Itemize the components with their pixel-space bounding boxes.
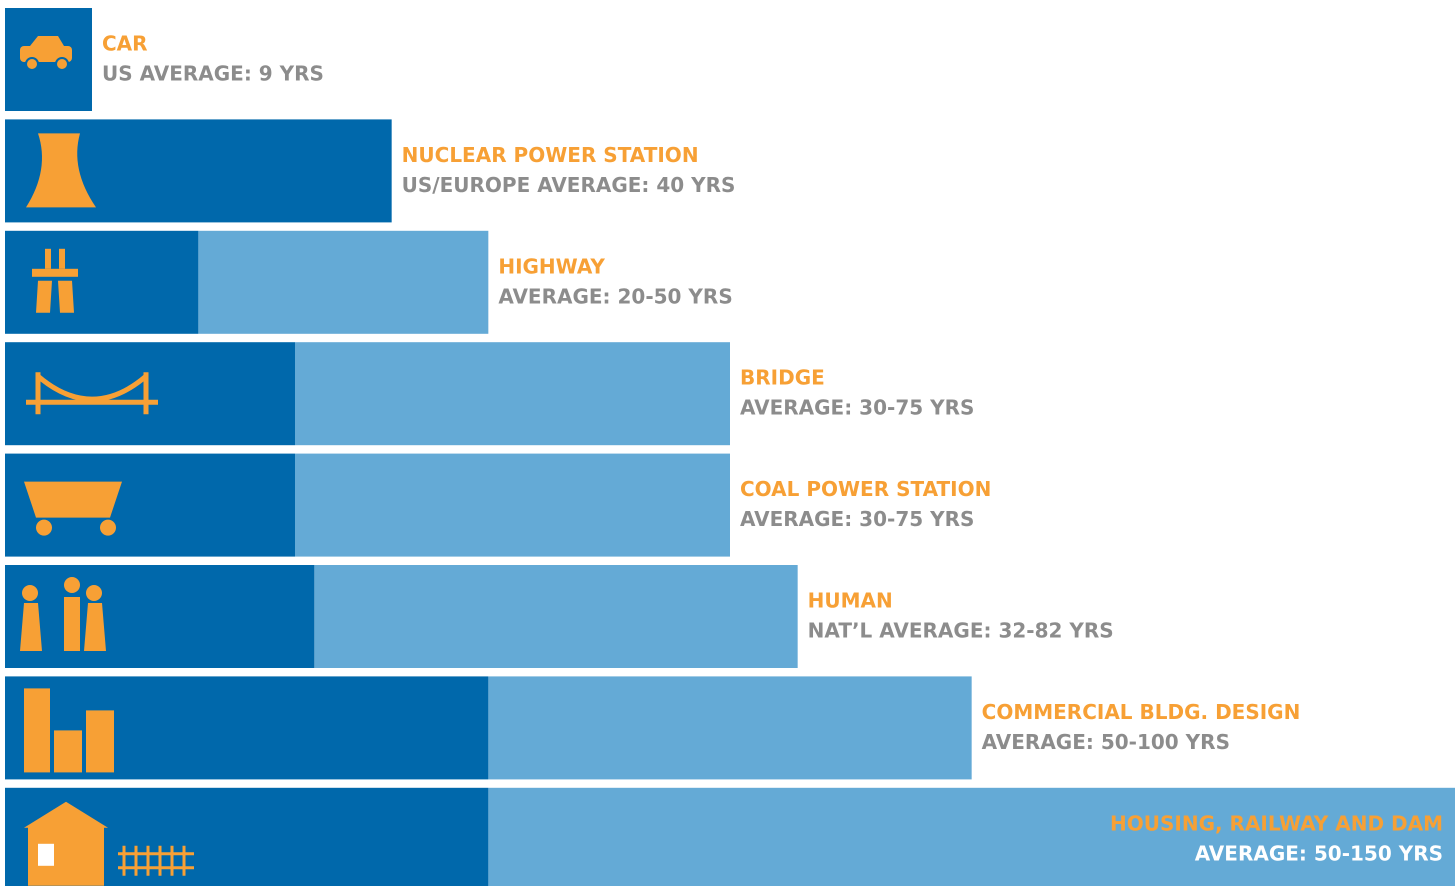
category-label: NUCLEAR POWER STATION bbox=[402, 143, 699, 167]
icon bbox=[24, 688, 50, 773]
icon bbox=[36, 519, 52, 536]
icon bbox=[32, 268, 78, 277]
icon bbox=[118, 845, 194, 876]
icon bbox=[54, 730, 82, 773]
subtitle-label: AVERAGE: 50-100 YRS bbox=[982, 730, 1230, 754]
category-label: HOUSING, RAILWAY AND DAM bbox=[1110, 811, 1443, 835]
bar-range bbox=[295, 342, 730, 446]
subtitle-label: US AVERAGE: 9 YRS bbox=[102, 62, 324, 86]
icon bbox=[24, 481, 122, 518]
icon bbox=[100, 519, 116, 536]
icon bbox=[20, 597, 106, 651]
row: HOUSING, RAILWAY AND DAM AVERAGE: 50-150 … bbox=[5, 787, 1455, 886]
subtitle-label: AVERAGE: 20-50 YRS bbox=[498, 284, 732, 308]
row: NUCLEAR POWER STATION US/EUROPE AVERAGE: … bbox=[5, 119, 736, 223]
icon bbox=[25, 57, 39, 71]
category-label: COMMERCIAL BLDG. DESIGN bbox=[982, 700, 1301, 724]
bar-range bbox=[488, 787, 1455, 886]
subtitle-label: US/EUROPE AVERAGE: 40 YRS bbox=[402, 173, 736, 197]
icon bbox=[22, 585, 38, 601]
bar-range bbox=[488, 676, 972, 780]
category-label: BRIDGE bbox=[740, 366, 825, 390]
bar-low bbox=[5, 230, 199, 334]
bar-range bbox=[295, 453, 730, 557]
bar-low bbox=[5, 676, 489, 780]
icon bbox=[36, 280, 74, 313]
icon bbox=[86, 585, 102, 601]
category-label: COAL POWER STATION bbox=[740, 477, 991, 501]
icon bbox=[26, 133, 96, 208]
bar-low bbox=[5, 565, 315, 668]
bar-low bbox=[5, 342, 295, 446]
category-label: HIGHWAY bbox=[498, 254, 605, 278]
bar-range bbox=[198, 230, 489, 334]
row: COAL POWER STATION AVERAGE: 30-75 YRS bbox=[5, 453, 991, 557]
row: HUMAN NAT’L AVERAGE: 32-82 YRS bbox=[5, 565, 1114, 668]
row: COMMERCIAL BLDG. DESIGN AVERAGE: 50-100 Y… bbox=[5, 676, 1301, 780]
icon bbox=[30, 36, 64, 46]
icon bbox=[59, 248, 65, 269]
icon bbox=[45, 248, 51, 269]
icon bbox=[64, 577, 80, 593]
category-label: CAR bbox=[102, 32, 148, 56]
icon bbox=[38, 843, 54, 866]
subtitle-label: AVERAGE: 30-75 YRS bbox=[740, 507, 974, 531]
bar-range bbox=[314, 565, 798, 668]
row: BRIDGE AVERAGE: 30-75 YRS bbox=[5, 342, 974, 446]
icon bbox=[86, 710, 114, 773]
subtitle-label: AVERAGE: 30-75 YRS bbox=[740, 396, 974, 420]
row: CAR US AVERAGE: 9 YRS bbox=[5, 8, 324, 111]
icon bbox=[55, 57, 69, 71]
category-label: HUMAN bbox=[808, 589, 893, 613]
row: HIGHWAY AVERAGE: 20-50 YRS bbox=[5, 230, 733, 334]
subtitle-label: AVERAGE: 50-150 YRS bbox=[1195, 841, 1443, 865]
icon bbox=[26, 372, 158, 415]
subtitle-label: NAT’L AVERAGE: 32-82 YRS bbox=[808, 619, 1114, 643]
